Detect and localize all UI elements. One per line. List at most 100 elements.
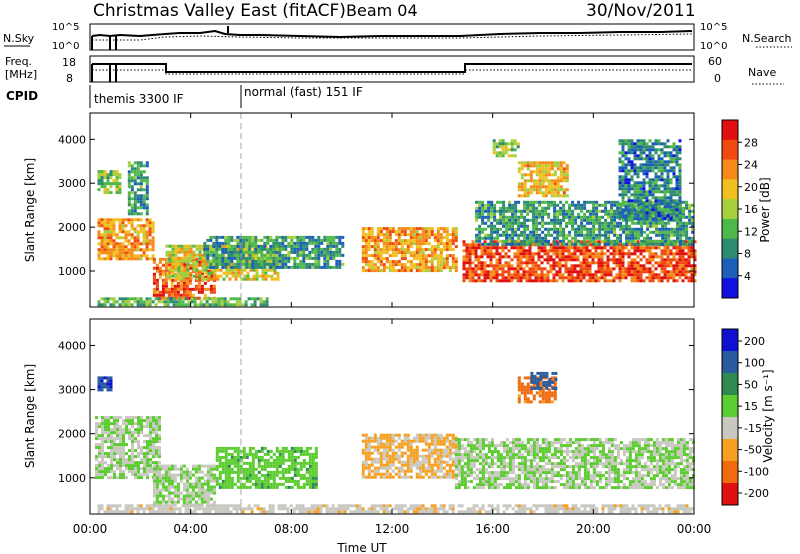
power-colorbar-swatch bbox=[722, 120, 738, 141]
freq-trace bbox=[92, 63, 692, 73]
velocity-data bbox=[95, 371, 695, 514]
power-region-5 bbox=[203, 235, 345, 269]
freq-tick-bottom: 8 bbox=[66, 72, 73, 85]
velocity-region-6 bbox=[97, 376, 113, 392]
velocity-ytick-label: 4000 bbox=[58, 339, 86, 352]
velocity-colorbar-tick-label: 100 bbox=[744, 357, 765, 370]
velocity-yticks: 1000 2000 3000 4000 bbox=[58, 339, 694, 485]
velocity-colorbar-swatch bbox=[722, 417, 738, 440]
power-colorbar-swatch bbox=[722, 199, 738, 220]
time-tick-label: 20:00 bbox=[576, 522, 611, 536]
velocity-colorbar-label: Velocity [m s⁻¹] bbox=[761, 369, 775, 462]
velocity-colorbar-swatch bbox=[722, 351, 738, 374]
velocity-region-3 bbox=[361, 433, 458, 479]
velocity-colorbar-tick-label: -50 bbox=[744, 444, 762, 457]
power-region-12 bbox=[97, 297, 269, 307]
power-colorbar-label: Power [dB] bbox=[758, 177, 772, 242]
nsearch-label: N.Search bbox=[742, 32, 792, 45]
power-region-8 bbox=[475, 200, 695, 246]
nsearch-tick-top: 10^5 bbox=[700, 22, 727, 33]
velocity-region-1 bbox=[152, 464, 216, 507]
power-ytick-label: 1000 bbox=[58, 265, 86, 278]
power-yticks: 1000 2000 3000 4000 bbox=[58, 133, 694, 278]
power-region-7 bbox=[462, 240, 697, 283]
cpid-mode-1: themis 3300 IF bbox=[94, 92, 184, 106]
velocity-panel: 1000 2000 3000 4000 Slant Range [km] 200 100… bbox=[23, 318, 775, 515]
nave-tick-top: 60 bbox=[708, 55, 722, 68]
power-region-1 bbox=[97, 170, 122, 195]
power-colorbar: 4 8 12 16 20 24 28 bbox=[721, 119, 758, 299]
velocity-region-0 bbox=[95, 416, 161, 480]
velocity-colorbar-tick-label: -15 bbox=[744, 422, 762, 435]
power-ytick-label: 3000 bbox=[58, 177, 86, 190]
velocity-region-7 bbox=[530, 371, 558, 390]
power-colorbar-swatch bbox=[722, 179, 738, 200]
power-colorbar-tick-label: 4 bbox=[744, 270, 751, 283]
power-panel: 1000 2000 3000 4000 Slant Range [km] 4 8 12 16… bbox=[23, 112, 772, 308]
freq-label: Freq. bbox=[5, 55, 32, 68]
velocity-ylabel: Slant Range [km] bbox=[23, 364, 37, 468]
cpid-label: CPID bbox=[6, 89, 38, 103]
velocity-colorbar-swatch bbox=[722, 439, 738, 462]
velocity-colorbar-tick-label: -100 bbox=[744, 465, 769, 478]
velocity-region-2 bbox=[215, 446, 318, 489]
time-tick-label: 04:00 bbox=[173, 522, 208, 536]
velocity-ytick-label: 3000 bbox=[58, 384, 86, 397]
time-tick-label: 08:00 bbox=[274, 522, 309, 536]
power-region-9 bbox=[517, 161, 569, 198]
beam-label: Beam 04 bbox=[346, 1, 418, 20]
power-ylabel: Slant Range [km] bbox=[23, 158, 37, 262]
velocity-ytick-label: 1000 bbox=[58, 472, 86, 485]
date-label: 30/Nov/2011 bbox=[586, 1, 696, 21]
velocity-colorbar-frame bbox=[721, 328, 739, 506]
power-colorbar-tick-label: 20 bbox=[744, 181, 758, 194]
nave-trace bbox=[92, 69, 692, 75]
velocity-colorbar-tick-label: 15 bbox=[744, 400, 758, 413]
velocity-colorbar-tick-label: 200 bbox=[744, 335, 765, 348]
cpid-mode-2: normal (fast) 151 IF bbox=[244, 85, 363, 99]
velocity-colorbar-tick-label: 50 bbox=[744, 378, 758, 391]
power-colorbar-tick-label: 16 bbox=[744, 203, 758, 216]
cpid-strip: CPID themis 3300 IF normal (fast) 151 IF bbox=[6, 85, 363, 108]
power-colorbar-tick-label: 24 bbox=[744, 159, 758, 172]
nsky-tick-bottom: 10^0 bbox=[52, 41, 79, 52]
freq-tick-top: 18 bbox=[62, 56, 76, 69]
velocity-colorbar-tick-label: -200 bbox=[744, 487, 769, 500]
power-region-10 bbox=[492, 139, 520, 158]
freq-unit: [MHz] bbox=[5, 68, 37, 81]
power-ytick-label: 2000 bbox=[58, 221, 86, 234]
velocity-region-4 bbox=[454, 438, 695, 490]
site-title: Christmas Valley East (fitACF) bbox=[93, 1, 346, 21]
power-region-2 bbox=[127, 161, 149, 216]
power-colorbar-swatch bbox=[722, 159, 738, 180]
nsky-trace bbox=[91, 29, 693, 39]
power-colorbar-swatch bbox=[722, 278, 738, 299]
velocity-colorbar-swatch bbox=[722, 395, 738, 418]
power-region-0 bbox=[97, 218, 155, 261]
power-colorbar-swatch bbox=[722, 218, 738, 240]
power-colorbar-tick-label: 28 bbox=[744, 136, 758, 149]
power-colorbar-swatch bbox=[722, 139, 738, 161]
velocity-colorbar-swatch bbox=[722, 373, 738, 396]
nave-tick-bottom: 0 bbox=[714, 72, 721, 85]
time-tick-label: 00:00 bbox=[677, 522, 712, 536]
nave-label: Nave bbox=[748, 66, 776, 79]
power-region-11 bbox=[618, 139, 682, 221]
nsky-tick-top: 10^5 bbox=[52, 22, 79, 33]
nsky-strip: N.Sky 10^5 10^0 10^5 10^0 N.Search bbox=[3, 22, 792, 52]
power-colorbar-swatch bbox=[722, 238, 738, 259]
time-tick-label: 16:00 bbox=[475, 522, 510, 536]
velocity-colorbar-swatch bbox=[722, 483, 738, 506]
power-colorbar-tick-label: 12 bbox=[744, 225, 758, 238]
power-data bbox=[97, 139, 697, 307]
velocity-colorbar-swatch bbox=[722, 461, 738, 484]
power-region-6 bbox=[361, 227, 458, 273]
nsky-label: N.Sky bbox=[3, 32, 35, 45]
freq-strip: Freq. [MHz] 18 8 60 0 Nave bbox=[5, 55, 784, 85]
velocity-region-8 bbox=[97, 504, 695, 514]
time-tick-label: 12:00 bbox=[375, 522, 410, 536]
nsearch-tick-bottom: 10^0 bbox=[700, 41, 727, 52]
velocity-colorbar-swatch bbox=[722, 329, 738, 352]
time-tick-label: 00:00 bbox=[73, 522, 108, 536]
power-colorbar-swatch bbox=[722, 258, 738, 279]
